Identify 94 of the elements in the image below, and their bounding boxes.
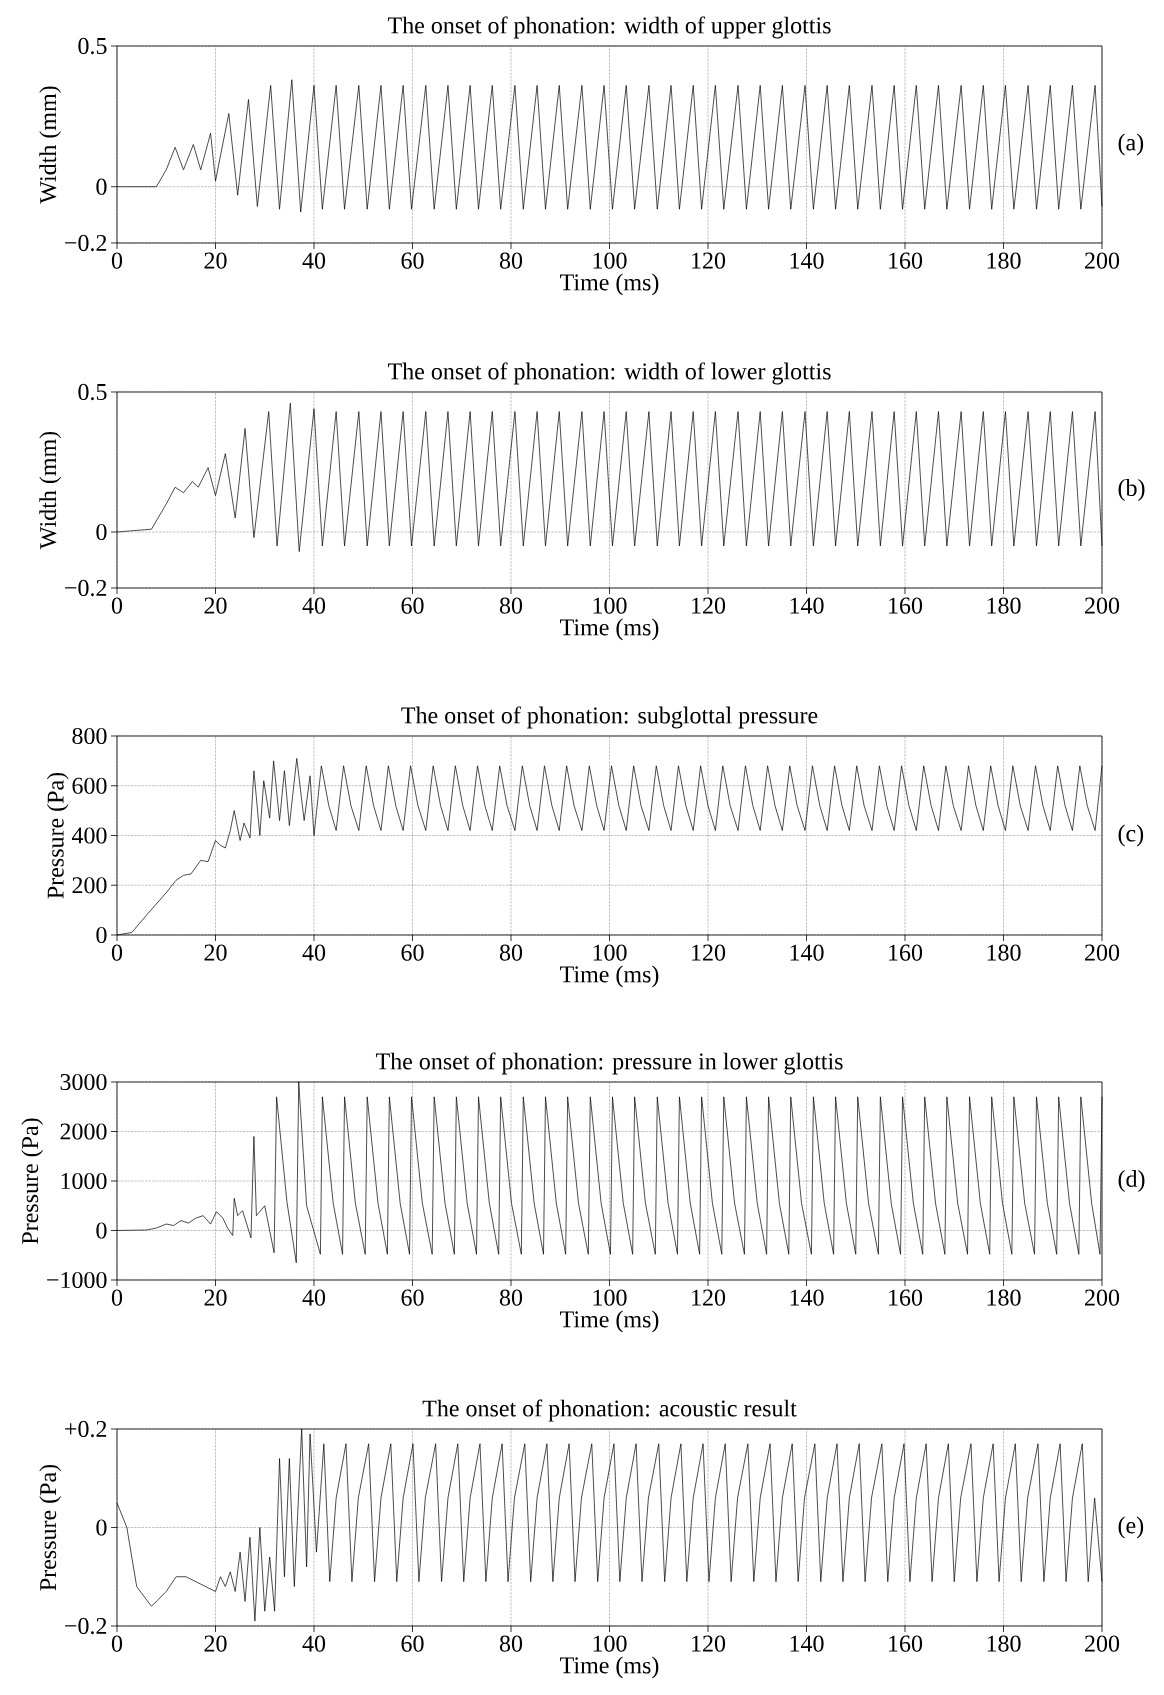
- x-tick-label: 160: [889, 944, 923, 961]
- x-tick-label: 60: [401, 252, 424, 269]
- chart-title: The onset of phonation: width of lower glottis: [387, 362, 831, 385]
- y-tick-label: 2000: [60, 1123, 107, 1140]
- x-tick-label: 160: [889, 1635, 923, 1652]
- x-tick-label: 120: [692, 1635, 726, 1652]
- x-tick-label: 200: [1085, 944, 1120, 961]
- y-tick-label: −0.2: [65, 234, 107, 252]
- x-tick-label: 140: [790, 252, 824, 269]
- y-tick-label: 0: [96, 1222, 107, 1239]
- x-tick-label: 180: [987, 944, 1021, 961]
- x-tick-label: 100: [593, 597, 627, 614]
- text: (b): [1118, 479, 1145, 501]
- x-tick-label: 140: [790, 944, 824, 961]
- x-tick-label: 0: [111, 1289, 123, 1306]
- x-tick-label: 60: [401, 1289, 424, 1306]
- x-tick-label: 60: [401, 597, 424, 614]
- x-tick-label: 120: [692, 1289, 726, 1306]
- chart-title: The onset of phonation: width of upper glottis: [387, 16, 831, 39]
- y-tick-label: 0: [96, 926, 107, 944]
- x-tick-label: 80: [499, 1635, 523, 1652]
- y-axis-title: Pressure (Pa): [21, 1118, 44, 1244]
- y-tick-label: −1000: [47, 1271, 107, 1289]
- x-tick-label: 180: [987, 597, 1021, 614]
- y-tick-label: 400: [71, 827, 107, 844]
- x-tick-label: 200: [1085, 1289, 1120, 1306]
- chart-title: The onset of phonation: pressure in lower glottis: [375, 1052, 843, 1075]
- y-tick-label: 600: [72, 777, 107, 794]
- y-tick-label: 200: [72, 877, 107, 894]
- x-tick-label: 100: [593, 252, 627, 269]
- x-tick-label: 20: [204, 944, 227, 961]
- x-tick-label: 160: [889, 597, 923, 614]
- x-tick-label: 0: [111, 1635, 123, 1652]
- x-tick-label: 40: [302, 252, 326, 269]
- x-tick-label: 180: [987, 1289, 1021, 1306]
- x-tick-label: 120: [692, 944, 726, 961]
- y-tick-label: 0: [96, 178, 107, 195]
- x-tick-label: 40: [302, 1289, 326, 1306]
- x-axis-title: Time (ms): [560, 965, 659, 988]
- x-tick-label: 200: [1085, 252, 1120, 269]
- x-tick-label: 20: [204, 252, 227, 269]
- x-tick-label: 40: [302, 597, 326, 614]
- text: (d): [1118, 1170, 1145, 1192]
- x-tick-label: 120: [692, 597, 726, 614]
- x-tick-label: 120: [692, 252, 726, 269]
- y-axis-title: Width (mm): [39, 431, 62, 550]
- y-axis-title: Pressure (Pa): [46, 772, 69, 899]
- x-tick-label: 160: [889, 252, 923, 269]
- y-tick-label: 0: [96, 523, 107, 541]
- text: (a): [1118, 133, 1144, 156]
- text: (c): [1118, 824, 1144, 847]
- y-tick-label: −0.2: [65, 1617, 107, 1635]
- y-tick-label: 1000: [61, 1172, 107, 1190]
- x-tick-label: 100: [593, 944, 627, 961]
- x-tick-label: 140: [790, 1289, 824, 1306]
- x-tick-label: 80: [499, 944, 523, 961]
- x-axis-title: Time (ms): [560, 618, 659, 641]
- x-tick-label: 100: [593, 1289, 627, 1306]
- text: (e): [1118, 1516, 1144, 1539]
- x-tick-label: 0: [111, 597, 123, 614]
- x-tick-label: 200: [1085, 1635, 1120, 1652]
- x-tick-label: 180: [987, 1635, 1021, 1652]
- x-tick-label: 40: [302, 1635, 326, 1652]
- x-tick-label: 20: [204, 1635, 227, 1652]
- x-tick-label: 20: [204, 1289, 227, 1306]
- x-tick-label: 200: [1085, 597, 1120, 614]
- x-tick-label: 180: [987, 252, 1021, 269]
- x-tick-label: 80: [499, 252, 523, 269]
- x-tick-label: 140: [790, 1635, 824, 1652]
- chart-title: The onset of phonation: subglottal pressure: [401, 706, 818, 729]
- y-tick-label: +0.2: [65, 1420, 107, 1438]
- x-tick-label: 20: [204, 597, 227, 614]
- x-axis-title: Time (ms): [560, 1656, 659, 1679]
- x-tick-label: 60: [401, 944, 424, 961]
- y-tick-label: 0.5: [78, 383, 107, 401]
- y-tick-label: 800: [72, 727, 107, 745]
- y-tick-label: −0.2: [65, 579, 107, 597]
- chart-title: The onset of phonation: acoustic result: [422, 1399, 797, 1422]
- x-axis-title: Time (ms): [560, 1310, 659, 1333]
- x-tick-label: 160: [889, 1289, 923, 1306]
- x-tick-label: 60: [401, 1635, 424, 1652]
- x-tick-label: 0: [111, 252, 123, 269]
- x-axis-title: Time (ms): [560, 273, 659, 296]
- y-tick-label: 0: [96, 1519, 107, 1536]
- x-tick-label: 140: [790, 597, 824, 614]
- y-tick-label: 3000: [60, 1073, 107, 1091]
- y-axis-title: Pressure (Pa): [39, 1464, 62, 1591]
- x-tick-label: 40: [302, 944, 326, 961]
- x-tick-label: 80: [499, 1289, 523, 1306]
- y-axis-title: Width (mm): [39, 86, 62, 204]
- y-tick-label: 0.5: [78, 37, 107, 55]
- x-tick-label: 80: [499, 597, 523, 614]
- x-tick-label: 100: [593, 1635, 627, 1652]
- x-tick-label: 0: [111, 944, 123, 961]
